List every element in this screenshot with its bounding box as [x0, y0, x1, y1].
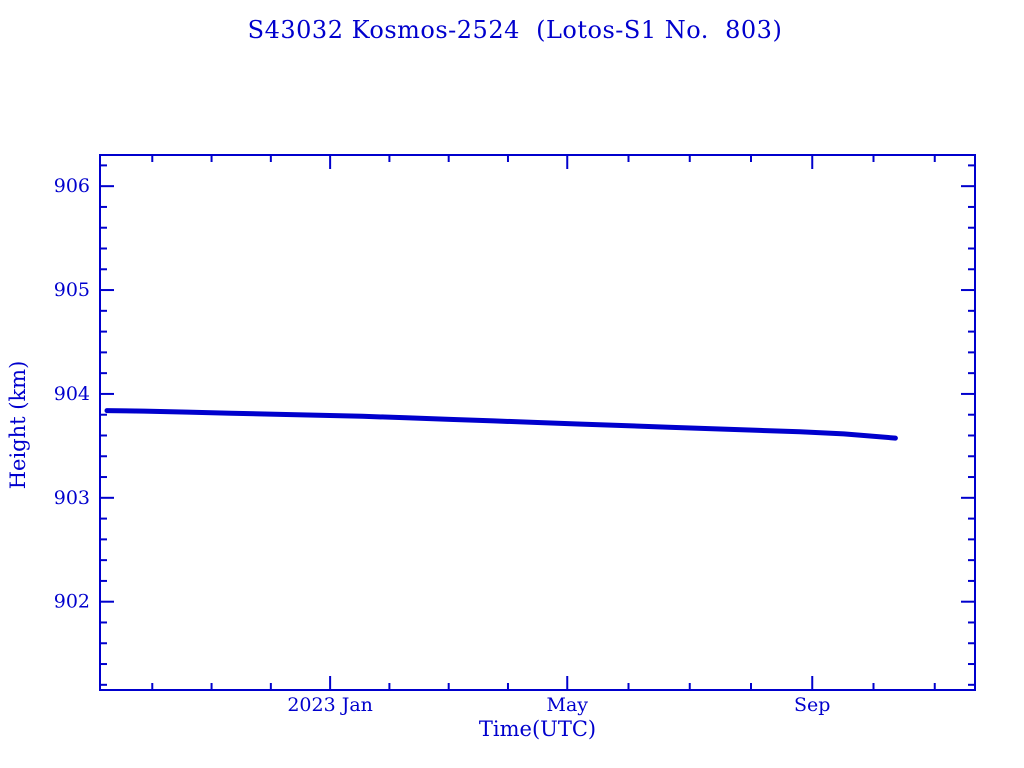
data-line-height-km	[104, 408, 898, 441]
x-tick-label: 2023 Jan	[287, 694, 373, 716]
x-tick-label: May	[546, 694, 588, 716]
y-tick-label: 906	[54, 175, 90, 197]
x-axis-label: Time(UTC)	[478, 717, 597, 741]
y-tick-label: 904	[54, 383, 90, 405]
chart-title: S43032 Kosmos-2524 (Lotos-S1 No. 803)	[247, 16, 783, 44]
y-tick-label: 902	[54, 591, 90, 613]
plot-frame	[99, 154, 976, 691]
x-tick-label: Sep	[794, 694, 830, 716]
y-tick-label: 905	[54, 279, 90, 301]
y-tick-label: 903	[54, 487, 90, 509]
